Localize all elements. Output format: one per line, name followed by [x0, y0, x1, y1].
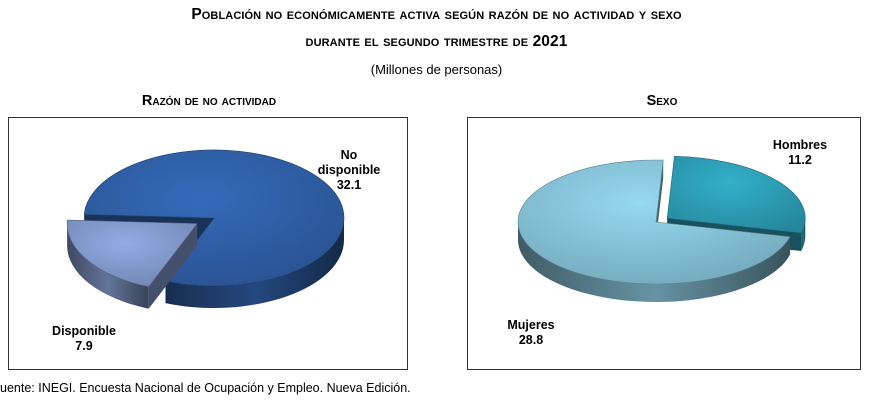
- left-panel-title: Razón de no actividad: [141, 93, 277, 109]
- label-hombres: Hombres 11.2: [772, 138, 828, 167]
- right-chart-panel: Hombres 11.2 Mujeres 28.8: [467, 117, 861, 370]
- chart-title-line1: Población no económicamente activa según…: [191, 6, 682, 23]
- source-footnote: uente: INEGI. Encuesta Nacional de Ocupa…: [0, 381, 411, 395]
- pie-slice-mujeres: [517, 159, 791, 302]
- pie-slice-disponible: [66, 219, 198, 309]
- label-no-disponible: No disponible 32.1: [317, 148, 381, 192]
- left-chart-panel: No disponible 32.1 Disponible 7.9: [8, 117, 408, 370]
- right-pie-chart: [517, 156, 806, 302]
- left-pie-chart: [66, 149, 345, 309]
- chart-title-line2: durante el segundo trimestre de 2021: [305, 33, 568, 50]
- label-disponible: Disponible 7.9: [52, 324, 116, 353]
- chart-subtitle: (Millones de personas): [370, 62, 503, 77]
- right-panel-title: Sexo: [646, 93, 678, 109]
- label-mujeres: Mujeres 28.8: [507, 318, 555, 347]
